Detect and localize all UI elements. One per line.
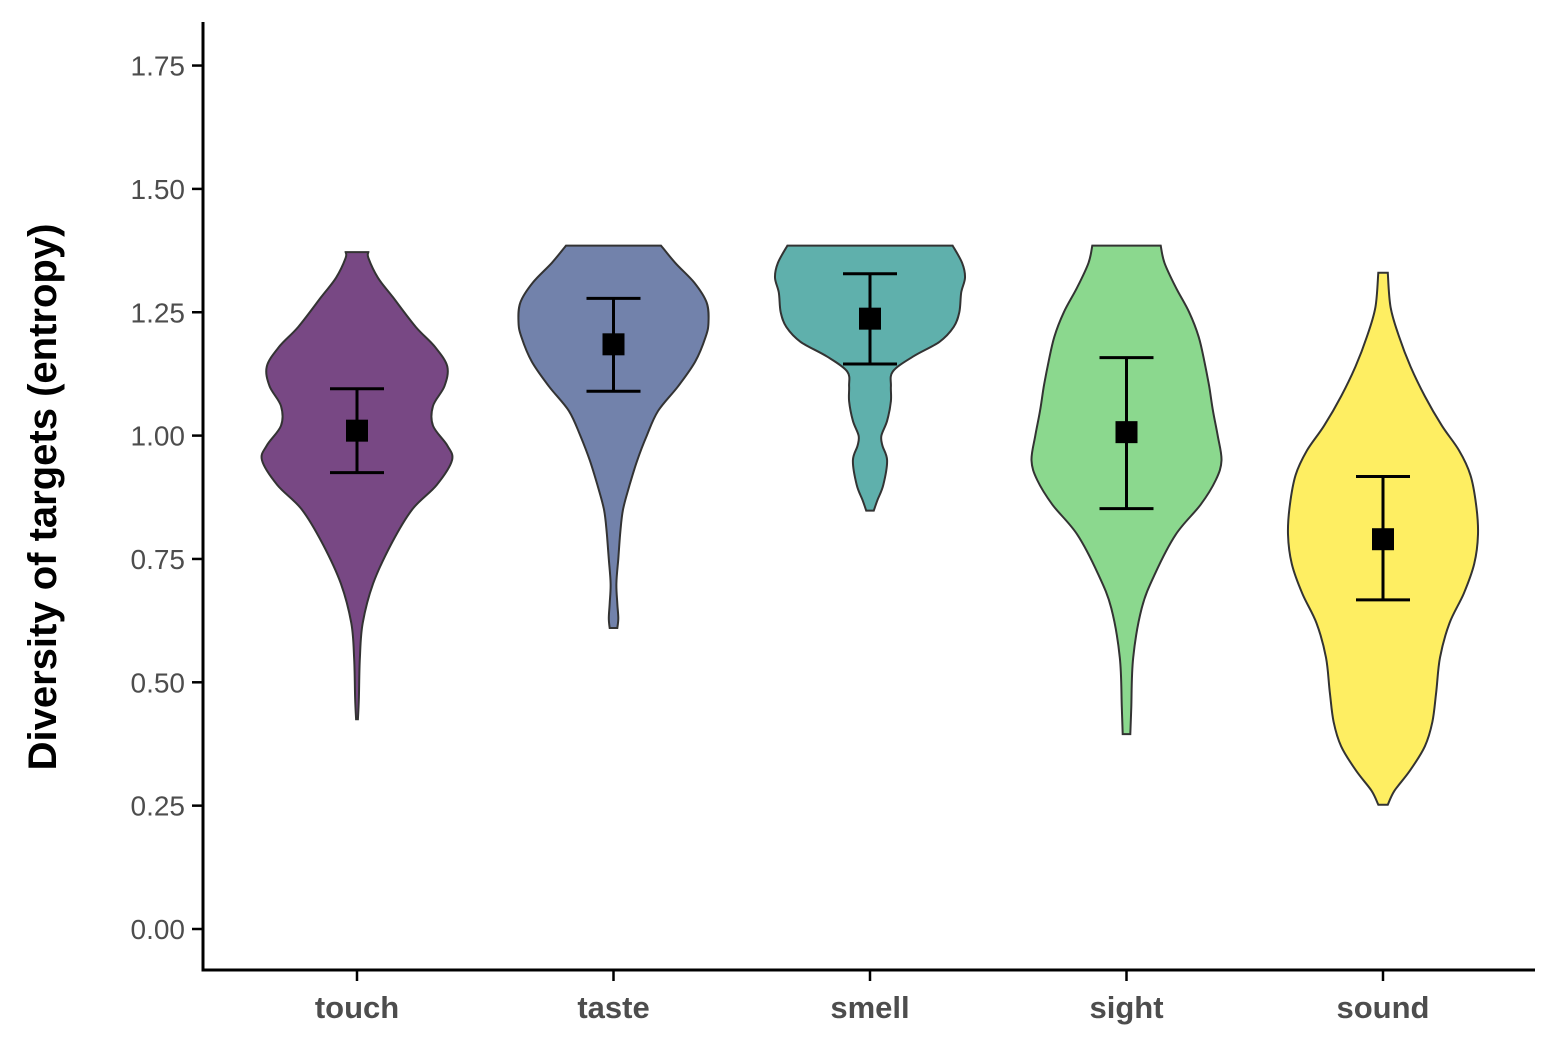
y-tick-label: 0.25 (131, 791, 186, 822)
violin-smell (773, 244, 967, 512)
mean-point-taste (602, 333, 625, 356)
mean-point-touch (346, 419, 368, 442)
y-tick-label: 1.50 (131, 174, 186, 205)
violin-taste (517, 244, 710, 629)
y-tick-label: 0.75 (131, 544, 186, 575)
errorbar-layer (330, 272, 1410, 602)
mean-point-sight (1115, 421, 1138, 444)
x-tick-label-sound: sound (1337, 990, 1430, 1025)
y-tick-label: 1.25 (131, 297, 186, 328)
y-tick-label: 0.50 (131, 667, 186, 698)
y-axis: 0.00 0.25 0.50 0.75 1.00 1.25 1.50 1.75 (131, 22, 205, 970)
x-tick-label-sight: sight (1089, 990, 1163, 1025)
y-tick-label: 0.00 (131, 914, 186, 945)
violin-touch (260, 251, 454, 721)
y-tick-label: 1.75 (131, 51, 186, 82)
x-tick-label-touch: touch (315, 990, 399, 1025)
mean-point-sound (1372, 528, 1394, 551)
x-tick-label-taste: taste (577, 990, 649, 1025)
x-tick-label-smell: smell (830, 990, 909, 1025)
x-axis: touch taste smell sight sound (201, 968, 1535, 1025)
y-tick-label: 1.00 (131, 421, 186, 452)
mean-point-smell (859, 307, 881, 330)
y-axis-title: Diversity of targets (entropy) (21, 224, 65, 771)
